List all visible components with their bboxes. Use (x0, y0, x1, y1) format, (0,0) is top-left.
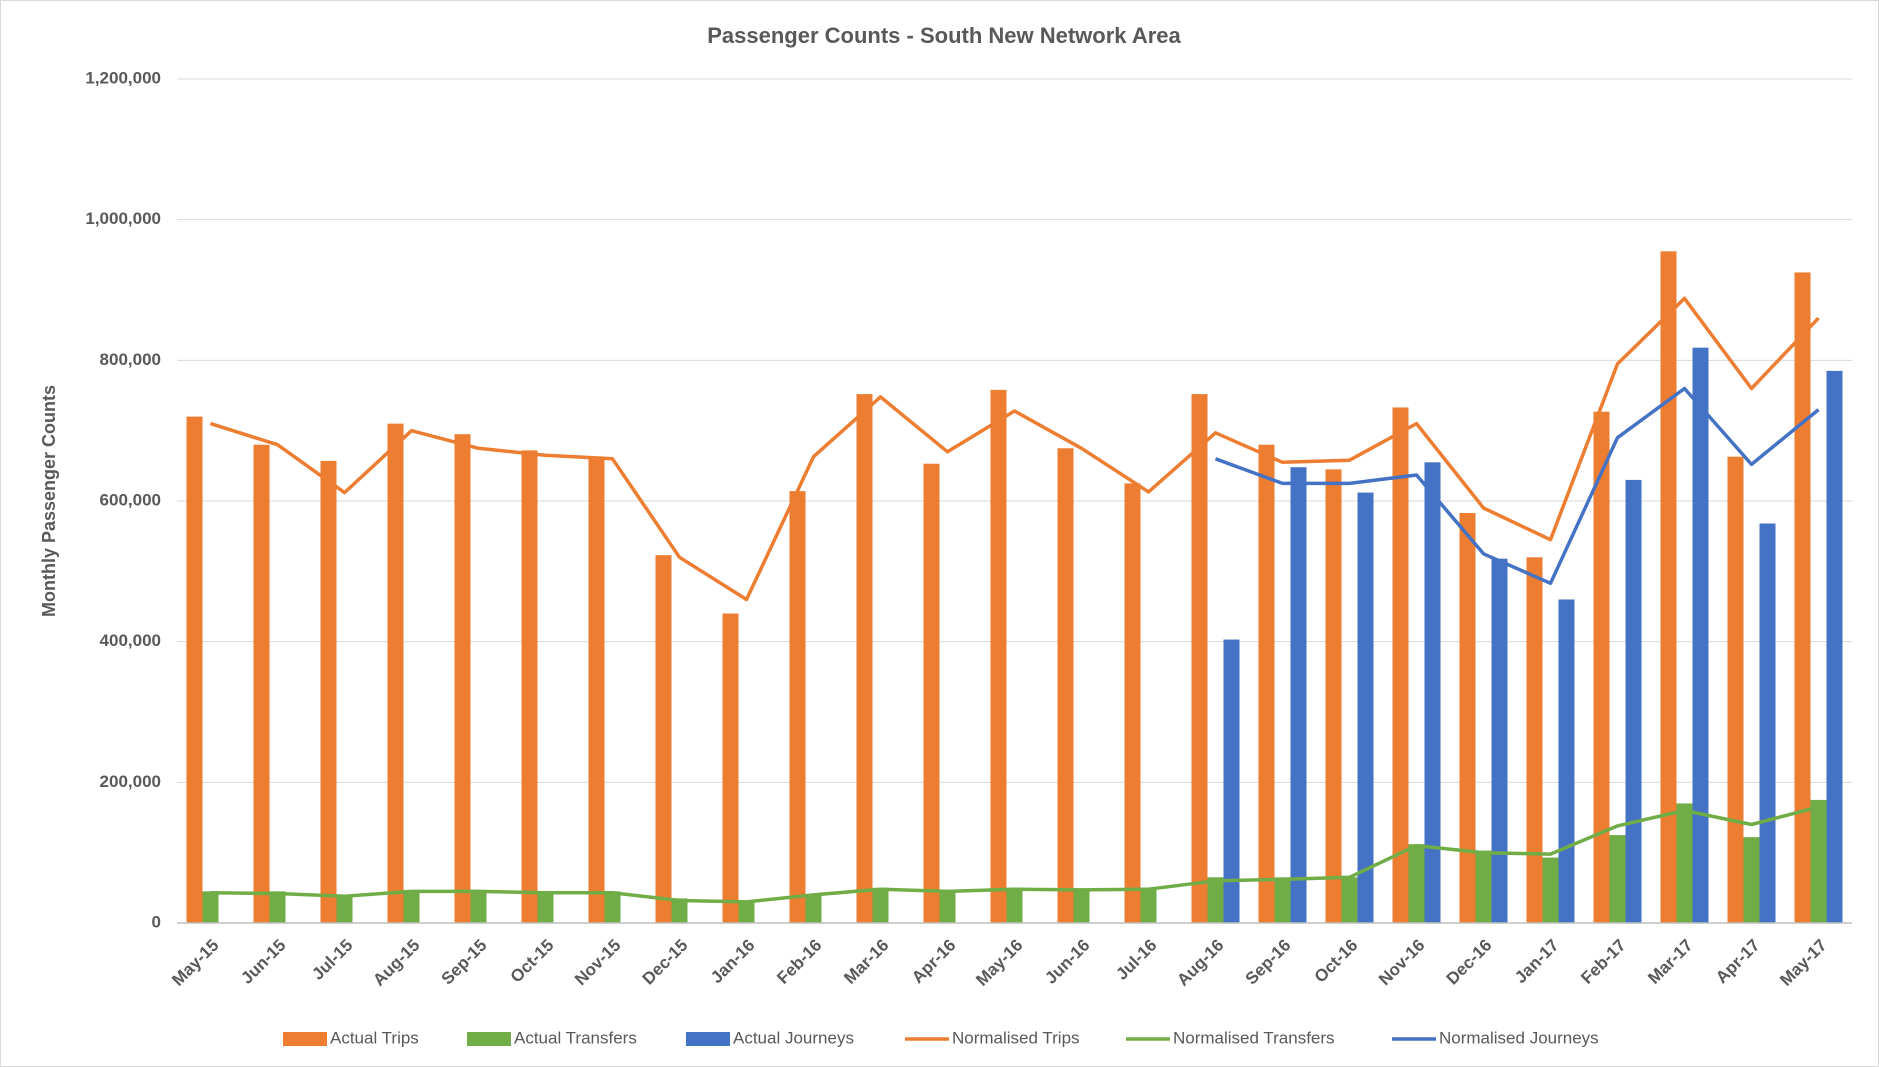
bar (655, 555, 672, 923)
bar (1660, 251, 1677, 924)
bar (202, 891, 219, 923)
y-tick-label: 800,000 (100, 350, 161, 369)
bar (1727, 456, 1744, 923)
bar (1424, 462, 1441, 923)
bar (186, 416, 203, 923)
legend-label: Normalised Trips (952, 1028, 1080, 1047)
legend-swatch (686, 1032, 730, 1046)
bar (336, 894, 353, 923)
bar (805, 894, 822, 923)
bar (1526, 557, 1543, 923)
bar (1057, 448, 1074, 923)
bar (604, 891, 621, 923)
line-series (210, 805, 1819, 904)
bar (1325, 469, 1342, 923)
bar (1191, 394, 1208, 923)
bar (470, 889, 487, 923)
y-tick-label: 1,200,000 (85, 68, 161, 87)
bar (1810, 799, 1827, 923)
bar (738, 901, 755, 923)
legend-swatch (283, 1032, 327, 1046)
bar (1826, 370, 1843, 924)
legend-label: Actual Journeys (733, 1028, 854, 1047)
bar (1542, 857, 1559, 923)
y-tick-label: 600,000 (100, 490, 161, 509)
bar (1073, 889, 1090, 923)
bar (1625, 479, 1642, 923)
bar (1491, 558, 1508, 923)
bar (1475, 850, 1492, 923)
legend-label: Normalised Transfers (1173, 1028, 1335, 1047)
bar (253, 444, 270, 923)
bar (269, 891, 286, 923)
bar (1258, 444, 1275, 923)
bar (856, 394, 873, 923)
bar (1609, 835, 1626, 923)
bar (1408, 844, 1425, 923)
bar (990, 389, 1007, 924)
bar (1124, 483, 1141, 923)
y-tick-label: 200,000 (100, 772, 161, 791)
bar (1692, 347, 1709, 923)
bar (1006, 887, 1023, 923)
bar (1207, 877, 1224, 923)
legend-label: Actual Transfers (514, 1028, 637, 1047)
bar (1676, 803, 1693, 923)
legend-label: Actual Trips (330, 1028, 419, 1047)
legend-swatch (467, 1032, 511, 1046)
line-series (1214, 386, 1820, 586)
bar (872, 887, 889, 923)
bar (1558, 599, 1575, 923)
bar (320, 460, 337, 923)
bar (789, 491, 806, 923)
bar (1140, 887, 1157, 923)
y-tick-label: 1,000,000 (85, 209, 161, 228)
bar (671, 898, 688, 923)
legend-label: Normalised Journeys (1439, 1028, 1599, 1047)
bar (1290, 467, 1307, 923)
bar (588, 457, 605, 923)
chart-title: Passenger Counts - South New Network Are… (707, 23, 1181, 48)
bar (1759, 523, 1776, 923)
bar (923, 463, 940, 923)
line-series (209, 296, 1820, 602)
bar (1223, 639, 1240, 923)
bar (454, 434, 471, 923)
bar (1743, 837, 1760, 923)
y-axis-title: Monthly Passenger Counts (39, 385, 59, 617)
bar (1274, 877, 1291, 923)
bar (403, 889, 420, 923)
bar (1459, 512, 1476, 923)
bar (1341, 877, 1358, 923)
bar (1593, 411, 1610, 923)
bar (1392, 407, 1409, 923)
bar (521, 450, 538, 923)
bar (1794, 272, 1811, 924)
bar (537, 891, 554, 923)
bar (1357, 492, 1374, 923)
y-tick-label: 0 (152, 912, 161, 931)
bar (722, 613, 739, 923)
y-tick-label: 400,000 (100, 631, 161, 650)
bar (939, 889, 956, 923)
bar (387, 423, 404, 923)
